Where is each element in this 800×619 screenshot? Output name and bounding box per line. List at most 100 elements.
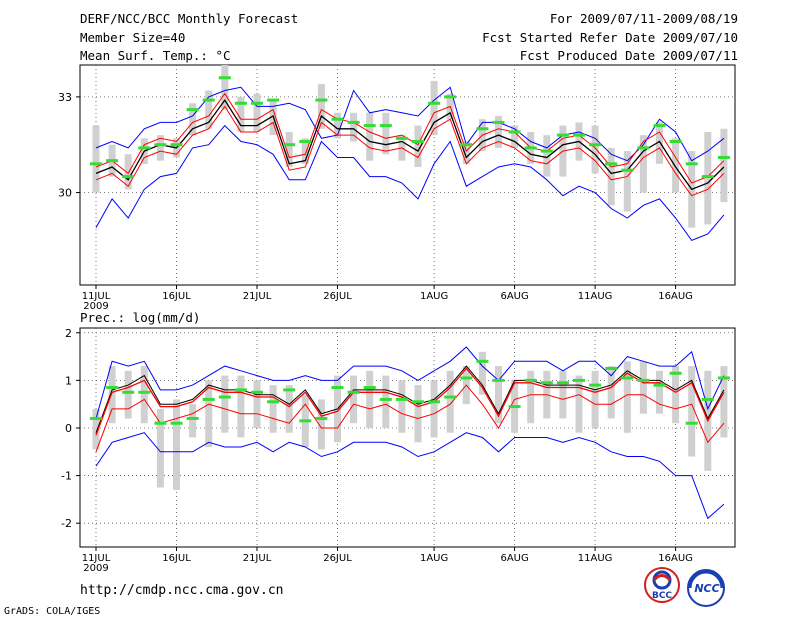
spread-box (301, 138, 309, 164)
spread-box (173, 399, 180, 490)
spread-box (511, 125, 519, 148)
median-mark (267, 98, 280, 102)
median-mark (170, 421, 183, 425)
spread-box (92, 408, 100, 450)
temperature-panel: 11JUL 16JUL 21JUL 26JUL 1AUG 6AUG 11AUG 16AUG 20… (58, 64, 736, 312)
median-mark (363, 386, 376, 390)
spread-box (591, 370, 599, 428)
ncc-logo-text: NCC (694, 582, 719, 595)
spread-box (92, 125, 100, 193)
median-mark (218, 76, 231, 80)
median-mark (138, 146, 151, 150)
spread-box (317, 84, 325, 129)
median-mark (331, 117, 344, 121)
series-line-mean (95, 367, 725, 436)
spread-box (446, 370, 454, 433)
grads-credit: GrADS: COLA/IGES (4, 606, 101, 617)
x-tick-label: 1AUG (420, 291, 448, 302)
source-url[interactable]: http://cmdp.ncc.cma.gov.cn (80, 583, 284, 598)
y-tick-label: 1 (65, 374, 72, 387)
median-mark (251, 101, 263, 105)
series-line-p75 (95, 92, 725, 184)
spread-box (221, 375, 229, 433)
median-mark (621, 376, 634, 380)
median-mark (106, 386, 119, 390)
spread-box (414, 385, 422, 443)
spread-box (189, 404, 197, 438)
spread-box (382, 375, 390, 428)
median-mark (299, 419, 312, 423)
x-tick-label: 26JUL (323, 553, 352, 564)
median-mark (428, 101, 441, 105)
median-mark (669, 371, 682, 375)
spread-box (108, 366, 116, 424)
spread-box (656, 122, 663, 164)
y-tick-label: 2 (65, 327, 72, 340)
median-mark (508, 405, 521, 409)
member-size: Member Size=40 (80, 30, 186, 45)
x-tick-label: 16JUL (162, 553, 191, 564)
median-mark (315, 416, 328, 420)
series-line-max (95, 86, 725, 162)
spread-box (623, 151, 631, 212)
median-mark (90, 162, 102, 166)
y-tick-label: 30 (58, 187, 72, 200)
bcc-logo: BCC (644, 567, 680, 603)
median-mark (460, 376, 473, 380)
median-mark (170, 143, 183, 147)
x-tick-label: 11JUL (82, 291, 111, 302)
series-line-min (95, 432, 725, 520)
median-mark (428, 400, 441, 404)
x-tick-label: 16AUG (658, 553, 693, 564)
median-mark (444, 95, 457, 99)
median-mark (412, 400, 424, 404)
x-tick-label: 11AUG (578, 291, 613, 302)
median-mark (524, 378, 537, 382)
plot-frame (79, 64, 736, 286)
median-mark (476, 359, 489, 363)
median-mark (573, 133, 585, 137)
spread-box (607, 147, 615, 206)
median-mark (556, 381, 569, 385)
median-mark (508, 130, 521, 134)
median-mark (589, 143, 602, 147)
spread-box (543, 135, 551, 177)
spread-box (462, 141, 470, 164)
spread-box (205, 90, 213, 129)
median-mark (492, 378, 505, 382)
spread-box (366, 112, 374, 161)
spread-box (672, 138, 680, 193)
median-mark (202, 98, 215, 102)
x-tick-label: 6AUG (500, 291, 528, 302)
x-year-label: 2009 (83, 301, 108, 312)
median-mark (653, 124, 666, 128)
median-mark (573, 378, 585, 382)
median-mark (154, 421, 167, 425)
median-mark (717, 155, 730, 159)
spread-box (559, 370, 567, 419)
median-mark (412, 140, 424, 144)
median-mark (556, 133, 569, 137)
median-mark (540, 381, 553, 385)
spread-box (639, 135, 647, 193)
median-mark (605, 366, 618, 370)
spread-box (382, 112, 390, 155)
y-tick-label: -1 (61, 470, 72, 483)
spread-box (704, 131, 712, 225)
median-mark (444, 395, 457, 399)
spread-box (205, 380, 213, 448)
x-tick-label: 1AUG (420, 553, 448, 564)
spread-box (269, 385, 277, 433)
median-mark (476, 127, 489, 131)
x-tick-label: 21JUL (243, 291, 272, 302)
forecast-produced-date: Fcst Produced Date 2009/07/11 (519, 48, 738, 63)
spread-box (237, 96, 245, 132)
median-mark (492, 120, 505, 124)
spread-box (366, 370, 374, 428)
spread-box (253, 380, 261, 428)
median-mark (202, 397, 215, 401)
median-mark (395, 397, 408, 401)
ncc-logo: NCC (687, 569, 725, 607)
median-mark (251, 390, 263, 394)
